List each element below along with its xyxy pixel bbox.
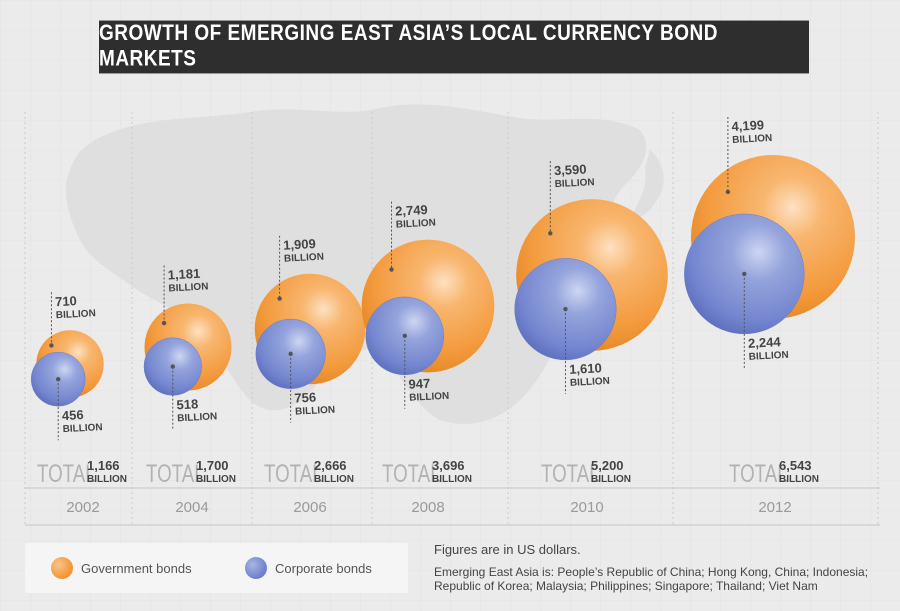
- total-word-label: TOTAL: [146, 459, 205, 487]
- year-label: 2006: [293, 499, 326, 516]
- government-unit-label: BILLION: [56, 308, 97, 321]
- legend: Government bonds Corporate bonds: [25, 543, 408, 593]
- corporate-label-dot: [402, 333, 407, 339]
- government-value-label: 2,749: [395, 202, 428, 219]
- corporate-value-label: 2,244: [748, 334, 782, 351]
- total-word-label: TOTAL: [729, 459, 788, 487]
- corporate-unit-label: BILLION: [62, 422, 103, 435]
- year-label: 2010: [570, 499, 603, 516]
- corporate-unit-label: BILLION: [749, 350, 790, 363]
- total-value-label: 1,166: [87, 458, 120, 473]
- year-label: 2012: [758, 499, 791, 516]
- corporate-value-label: 1,610: [569, 360, 602, 377]
- corporate-unit-label: BILLION: [295, 405, 336, 418]
- government-label-dot: [548, 231, 553, 236]
- total-value-label: 3,696: [432, 458, 465, 473]
- corporate-value-label: 947: [408, 376, 430, 392]
- year-label: 2008: [411, 499, 444, 516]
- government-value-label: 3,590: [554, 161, 587, 178]
- corporate-label-dot: [742, 271, 747, 277]
- government-value-label: 1,909: [283, 236, 316, 253]
- japan-silhouette: [632, 150, 664, 218]
- government-unit-label: BILLION: [396, 218, 437, 231]
- legend-item-government: Government bonds: [51, 557, 192, 579]
- government-unit-label: BILLION: [554, 177, 595, 190]
- chart-title: GROWTH OF EMERGING EAST ASIA’S LOCAL CUR…: [99, 21, 718, 72]
- government-value-label: 710: [55, 293, 77, 309]
- total-unit-label: BILLION: [87, 474, 127, 485]
- total-word-label: TOTAL: [264, 459, 323, 487]
- legend-label-corporate: Corporate bonds: [275, 560, 372, 576]
- total-unit-label: BILLION: [591, 474, 631, 485]
- total-unit-label: BILLION: [314, 474, 354, 485]
- corporate-label-dot: [288, 351, 293, 357]
- corporate-unit-label: BILLION: [177, 411, 218, 424]
- government-bond-swatch-icon: [51, 557, 73, 579]
- total-unit-label: BILLION: [432, 474, 472, 485]
- government-unit-label: BILLION: [168, 281, 209, 294]
- legend-label-government: Government bonds: [81, 560, 192, 576]
- government-value-label: 4,199: [731, 117, 764, 134]
- government-value-label: 1,181: [167, 266, 200, 283]
- total-word-label: TOTAL: [541, 459, 600, 487]
- currency-note: Figures are in US dollars.: [434, 542, 581, 557]
- asia-map-silhouette: [65, 104, 647, 424]
- total-value-label: 6,543: [779, 458, 812, 473]
- total-word-label: TOTAL: [37, 459, 96, 487]
- corporate-value-label: 456: [62, 407, 84, 423]
- total-word-label: TOTAL: [382, 459, 441, 487]
- government-label-dot: [725, 189, 731, 195]
- corporate-label-dot: [170, 364, 175, 369]
- corporate-value-label: 518: [176, 396, 198, 412]
- total-unit-label: BILLION: [196, 474, 236, 485]
- total-unit-label: BILLION: [779, 474, 819, 485]
- government-label-dot: [161, 320, 167, 326]
- corporate-unit-label: BILLION: [409, 391, 450, 404]
- chart-title-bar: GROWTH OF EMERGING EAST ASIA’S LOCAL CUR…: [99, 20, 809, 74]
- chart-notes: Figures are in US dollars. Emerging East…: [434, 542, 884, 594]
- corporate-unit-label: BILLION: [570, 376, 611, 389]
- government-label-dot: [49, 343, 54, 348]
- corporate-label-dot: [563, 306, 568, 312]
- year-label: 2002: [66, 499, 99, 516]
- chart-marks: 710BILLION456BILLIONTOTAL1,166BILLION200…: [30, 117, 855, 516]
- government-label-dot: [277, 296, 282, 301]
- corporate-value-label: 756: [294, 390, 316, 406]
- year-label: 2004: [175, 499, 208, 516]
- total-value-label: 1,700: [196, 458, 229, 473]
- corporate-bond-swatch-icon: [245, 557, 267, 579]
- government-unit-label: BILLION: [284, 252, 325, 265]
- economies-note: Emerging East Asia is: People’s Republic…: [434, 565, 869, 593]
- government-label-dot: [389, 267, 394, 272]
- corporate-label-dot: [55, 376, 61, 382]
- government-unit-label: BILLION: [732, 133, 773, 146]
- total-value-label: 5,200: [591, 458, 624, 473]
- legend-item-corporate: Corporate bonds: [245, 557, 372, 579]
- total-value-label: 2,666: [314, 458, 347, 473]
